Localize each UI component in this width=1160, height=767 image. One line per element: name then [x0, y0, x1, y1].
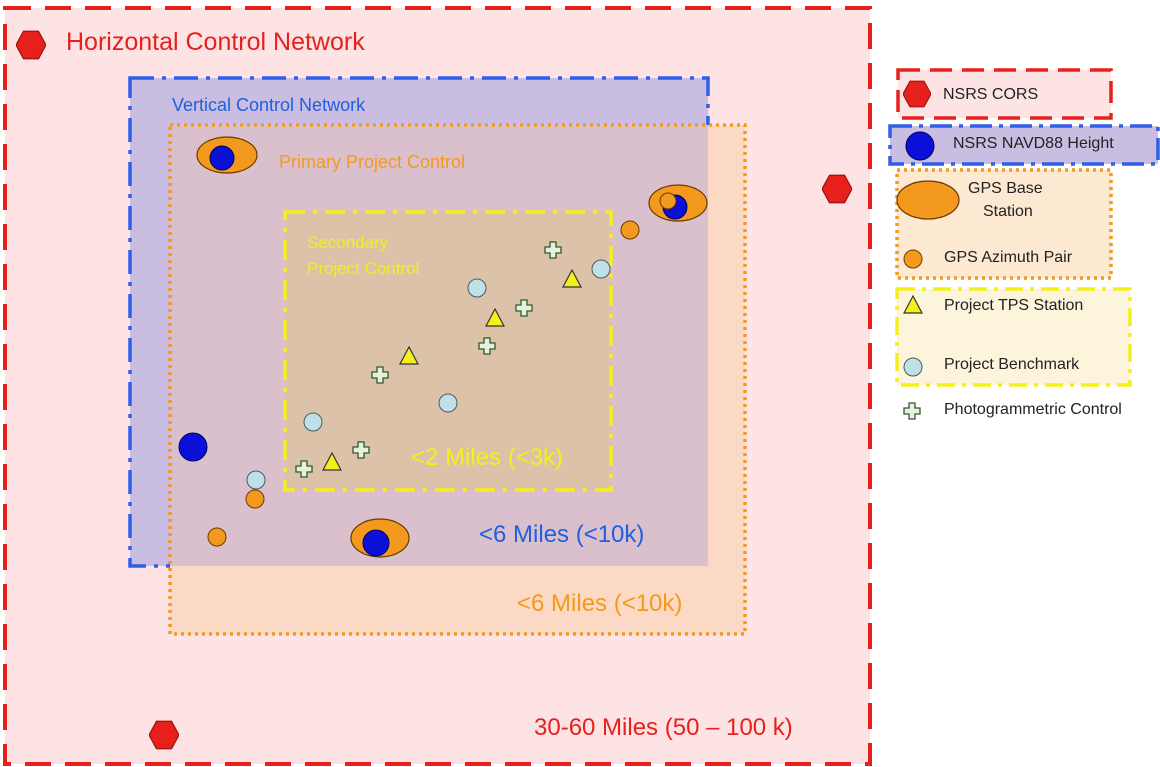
secondary-control-title-line2: Project Control [307, 259, 420, 278]
secondary-control-title-line1: Secondary [307, 233, 389, 252]
primary-control-distance: <6 Miles (<10k) [517, 590, 683, 617]
tps-station-icon [485, 307, 505, 327]
tps-station-icon [562, 268, 582, 288]
secondary-control-distance: <2 Miles (<3k) [411, 444, 564, 471]
vertical-network-distance: <6 Miles (<10k) [479, 521, 645, 548]
vertical-network-title: Vertical Control Network [172, 95, 366, 115]
legend-gps-azimuth-label: GPS Azimuth Pair [944, 249, 1073, 266]
legend-tps-icon [903, 294, 923, 314]
horizontal-network-title: Horizontal Control Network [66, 28, 365, 56]
tps-station-icon [399, 345, 419, 365]
gps-azimuth-pair-icon [207, 527, 227, 547]
primary-control-title: Primary Project Control [279, 152, 466, 172]
benchmark-icon [246, 470, 266, 490]
legend-cors-box [896, 68, 1113, 120]
gps-base-station-icon [648, 184, 708, 222]
gps-azimuth-pair-icon [620, 220, 640, 240]
horizontal-network-distance: 30-60 Miles (50 – 100 k) [534, 714, 793, 741]
legend-gps-base-icon [896, 180, 960, 220]
legend-benchmark-icon [903, 357, 923, 377]
tps-station-icon [322, 451, 342, 471]
legend-cors-label: NSRS CORS [943, 86, 1039, 103]
legend-project-box [895, 287, 1132, 387]
legend-navd88-box [888, 124, 1160, 166]
legend-tps-label: Project TPS Station [944, 297, 1084, 314]
benchmark-icon [303, 412, 323, 432]
navd88-height-icon [178, 432, 208, 462]
gps-azimuth-pair-icon [245, 489, 265, 509]
legend-navd88-icon [905, 131, 935, 161]
legend-gps-azimuth-icon [903, 249, 923, 269]
primary-extension-fill [170, 125, 745, 634]
legend-gps-base-label-line1: GPS Base [968, 180, 1043, 197]
legend-benchmark-label: Project Benchmark [944, 356, 1080, 373]
gps-base-station-icon [350, 518, 410, 558]
benchmark-icon [467, 278, 487, 298]
primary-control-box [168, 123, 747, 636]
legend-photogrammetric-icon [903, 402, 921, 420]
benchmark-icon [591, 259, 611, 279]
gps-base-station-icon [196, 136, 258, 174]
secondary-control-box [283, 210, 613, 492]
legend-gps-base-label-line2: Station [983, 203, 1033, 220]
benchmark-icon [438, 393, 458, 413]
legend-navd88-label: NSRS NAVD88 Height [953, 135, 1114, 152]
legend-photogrammetric-label: Photogrammetric Control [944, 401, 1122, 418]
